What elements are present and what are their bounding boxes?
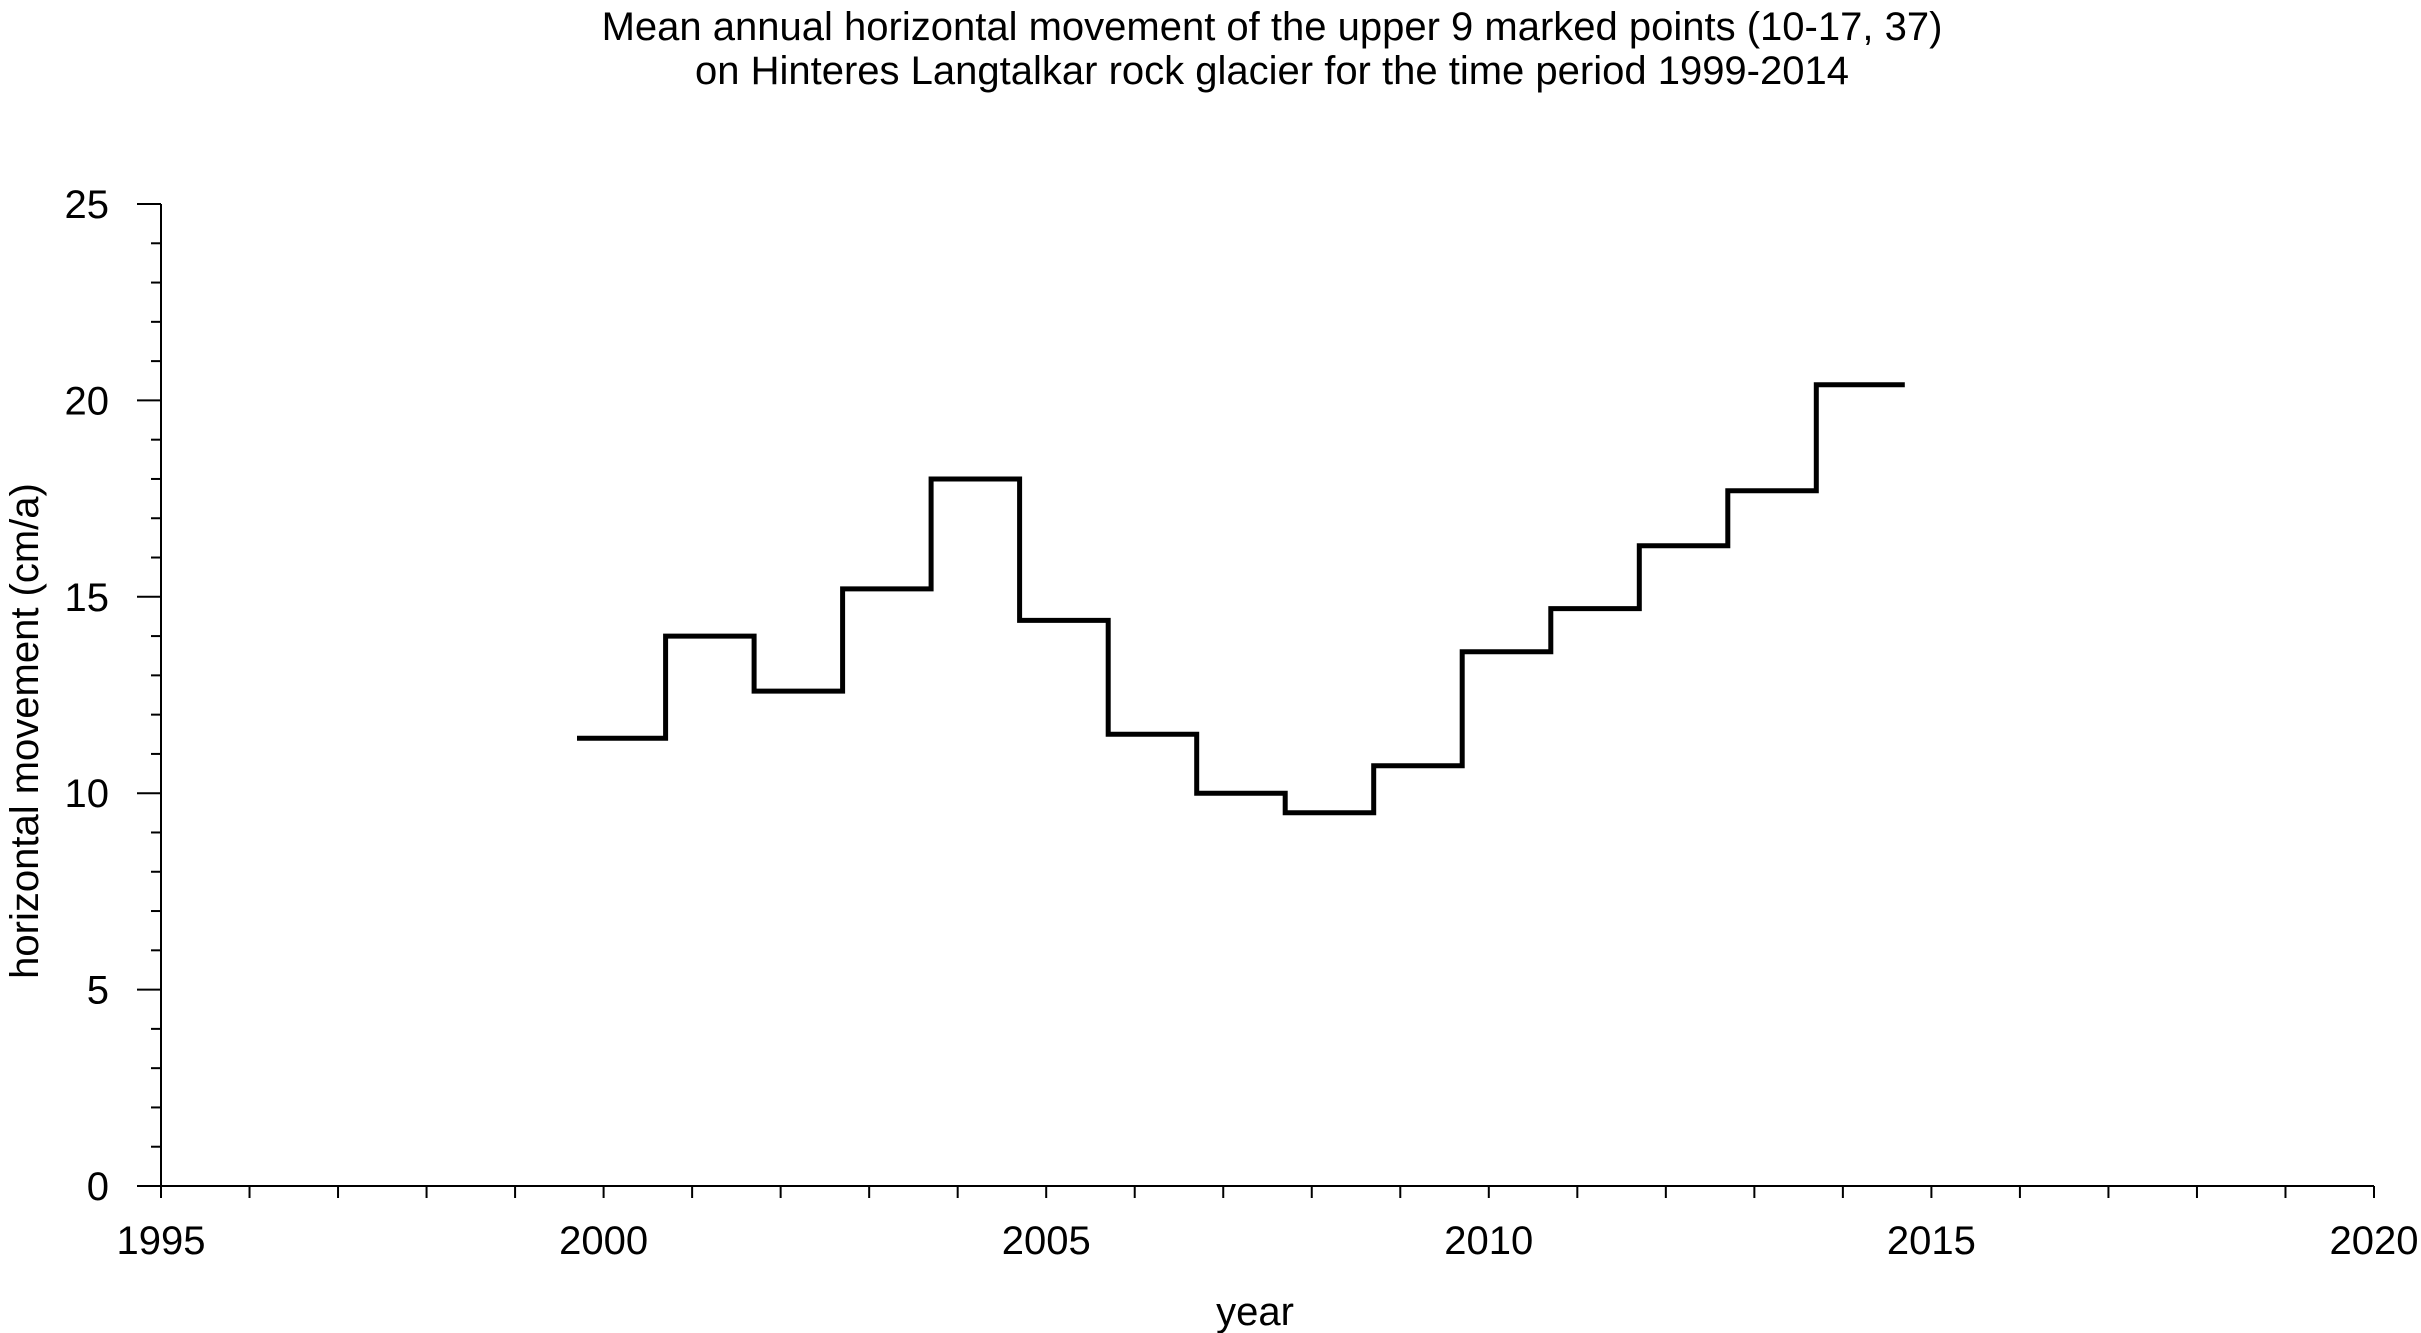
tick-labels: 1995 2000 2005 2010 2015 2020 0 5 10 15 20 25 (65, 183, 2419, 1263)
chart-title-line-2: on Hinteres Langtalkar rock glacier for … (695, 49, 1849, 93)
y-axis-label: horizontal movement (cm/a) (3, 483, 47, 979)
y-tick-label: 5 (87, 969, 109, 1013)
x-tick-label: 2005 (1002, 1219, 1091, 1263)
y-tick-label: 10 (65, 772, 110, 816)
axis-ticks (137, 203, 2375, 1198)
y-tick-label: 0 (87, 1165, 109, 1209)
chart-title-line-1: Mean annual horizontal movement of the u… (602, 5, 1943, 49)
x-tick-label: 1995 (117, 1219, 206, 1263)
y-tick-label: 20 (65, 379, 110, 423)
x-axis-label: year (1216, 1290, 1294, 1333)
x-tick-label: 2015 (1887, 1219, 1976, 1263)
x-tick-label: 2010 (1444, 1219, 1533, 1263)
x-tick-label: 2020 (2330, 1219, 2419, 1263)
y-tick-label: 15 (65, 576, 110, 620)
series-line (577, 382, 1905, 816)
y-tick-label: 25 (65, 183, 110, 227)
x-tick-label: 2000 (559, 1219, 648, 1263)
